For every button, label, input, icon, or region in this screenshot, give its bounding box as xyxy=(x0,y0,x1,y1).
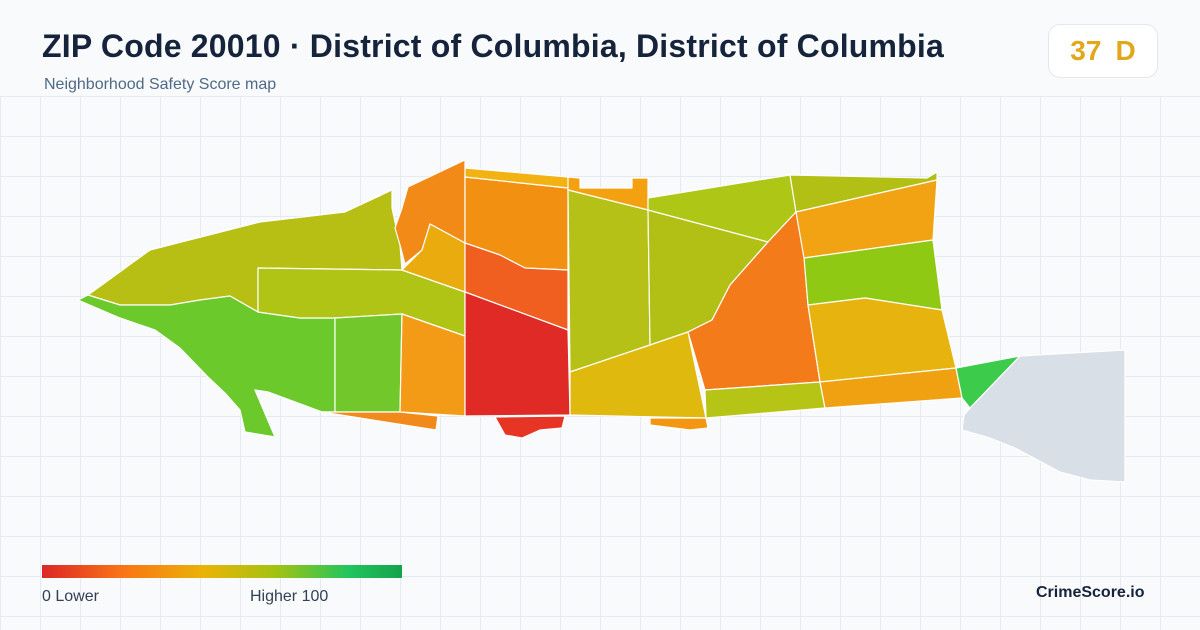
region-no-data[interactable] xyxy=(961,349,1126,483)
score-grade: D xyxy=(1115,35,1136,66)
page-subtitle: Neighborhood Safety Score map xyxy=(44,76,277,93)
region-orange-south-strip[interactable] xyxy=(321,411,439,431)
region-yellow-south[interactable] xyxy=(569,331,707,419)
region-red-south-tab[interactable] xyxy=(494,415,566,439)
legend-high-label: Higher 100 xyxy=(250,588,329,605)
region-yellow-small[interactable] xyxy=(401,223,466,293)
region-orange-south-small[interactable] xyxy=(649,417,709,431)
header xyxy=(0,0,1200,96)
region-olive-tall[interactable] xyxy=(567,189,651,373)
legend-gradient-bar xyxy=(42,565,402,578)
page-title: ZIP Code 20010 · District of Columbia, D… xyxy=(42,28,945,64)
region-mid-green[interactable] xyxy=(334,313,403,413)
brand-logo-text: CrimeScore.io xyxy=(1036,584,1145,601)
legend-low-label: 0 Lower xyxy=(42,588,99,605)
region-olive-ne-small[interactable] xyxy=(789,171,938,213)
region-yellow-east[interactable] xyxy=(807,297,957,383)
score-value: 37 xyxy=(1070,35,1102,66)
safety-score-badge: 37 D xyxy=(1048,24,1158,78)
region-west-green[interactable] xyxy=(77,294,336,438)
